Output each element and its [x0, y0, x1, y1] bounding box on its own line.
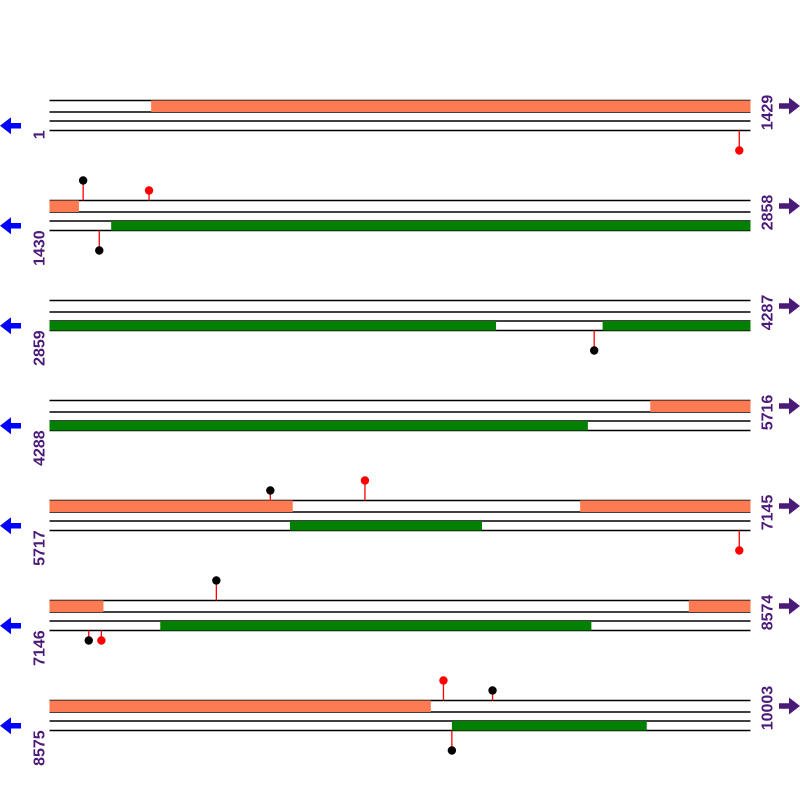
- svg-text:8574: 8574: [760, 595, 777, 631]
- svg-text:10003: 10003: [760, 686, 777, 731]
- svg-text:2858: 2858: [760, 195, 777, 231]
- svg-text:2859: 2859: [32, 330, 49, 366]
- svg-text:7146: 7146: [32, 630, 49, 666]
- svg-text:5716: 5716: [760, 395, 777, 431]
- svg-text:1: 1: [32, 130, 49, 139]
- svg-text:1430: 1430: [32, 230, 49, 266]
- svg-text:8575: 8575: [32, 730, 49, 766]
- svg-text:4288: 4288: [32, 430, 49, 466]
- svg-text:1429: 1429: [760, 95, 777, 131]
- svg-text:5717: 5717: [32, 530, 49, 566]
- svg-text:7145: 7145: [760, 495, 777, 531]
- svg-text:4287: 4287: [760, 295, 777, 331]
